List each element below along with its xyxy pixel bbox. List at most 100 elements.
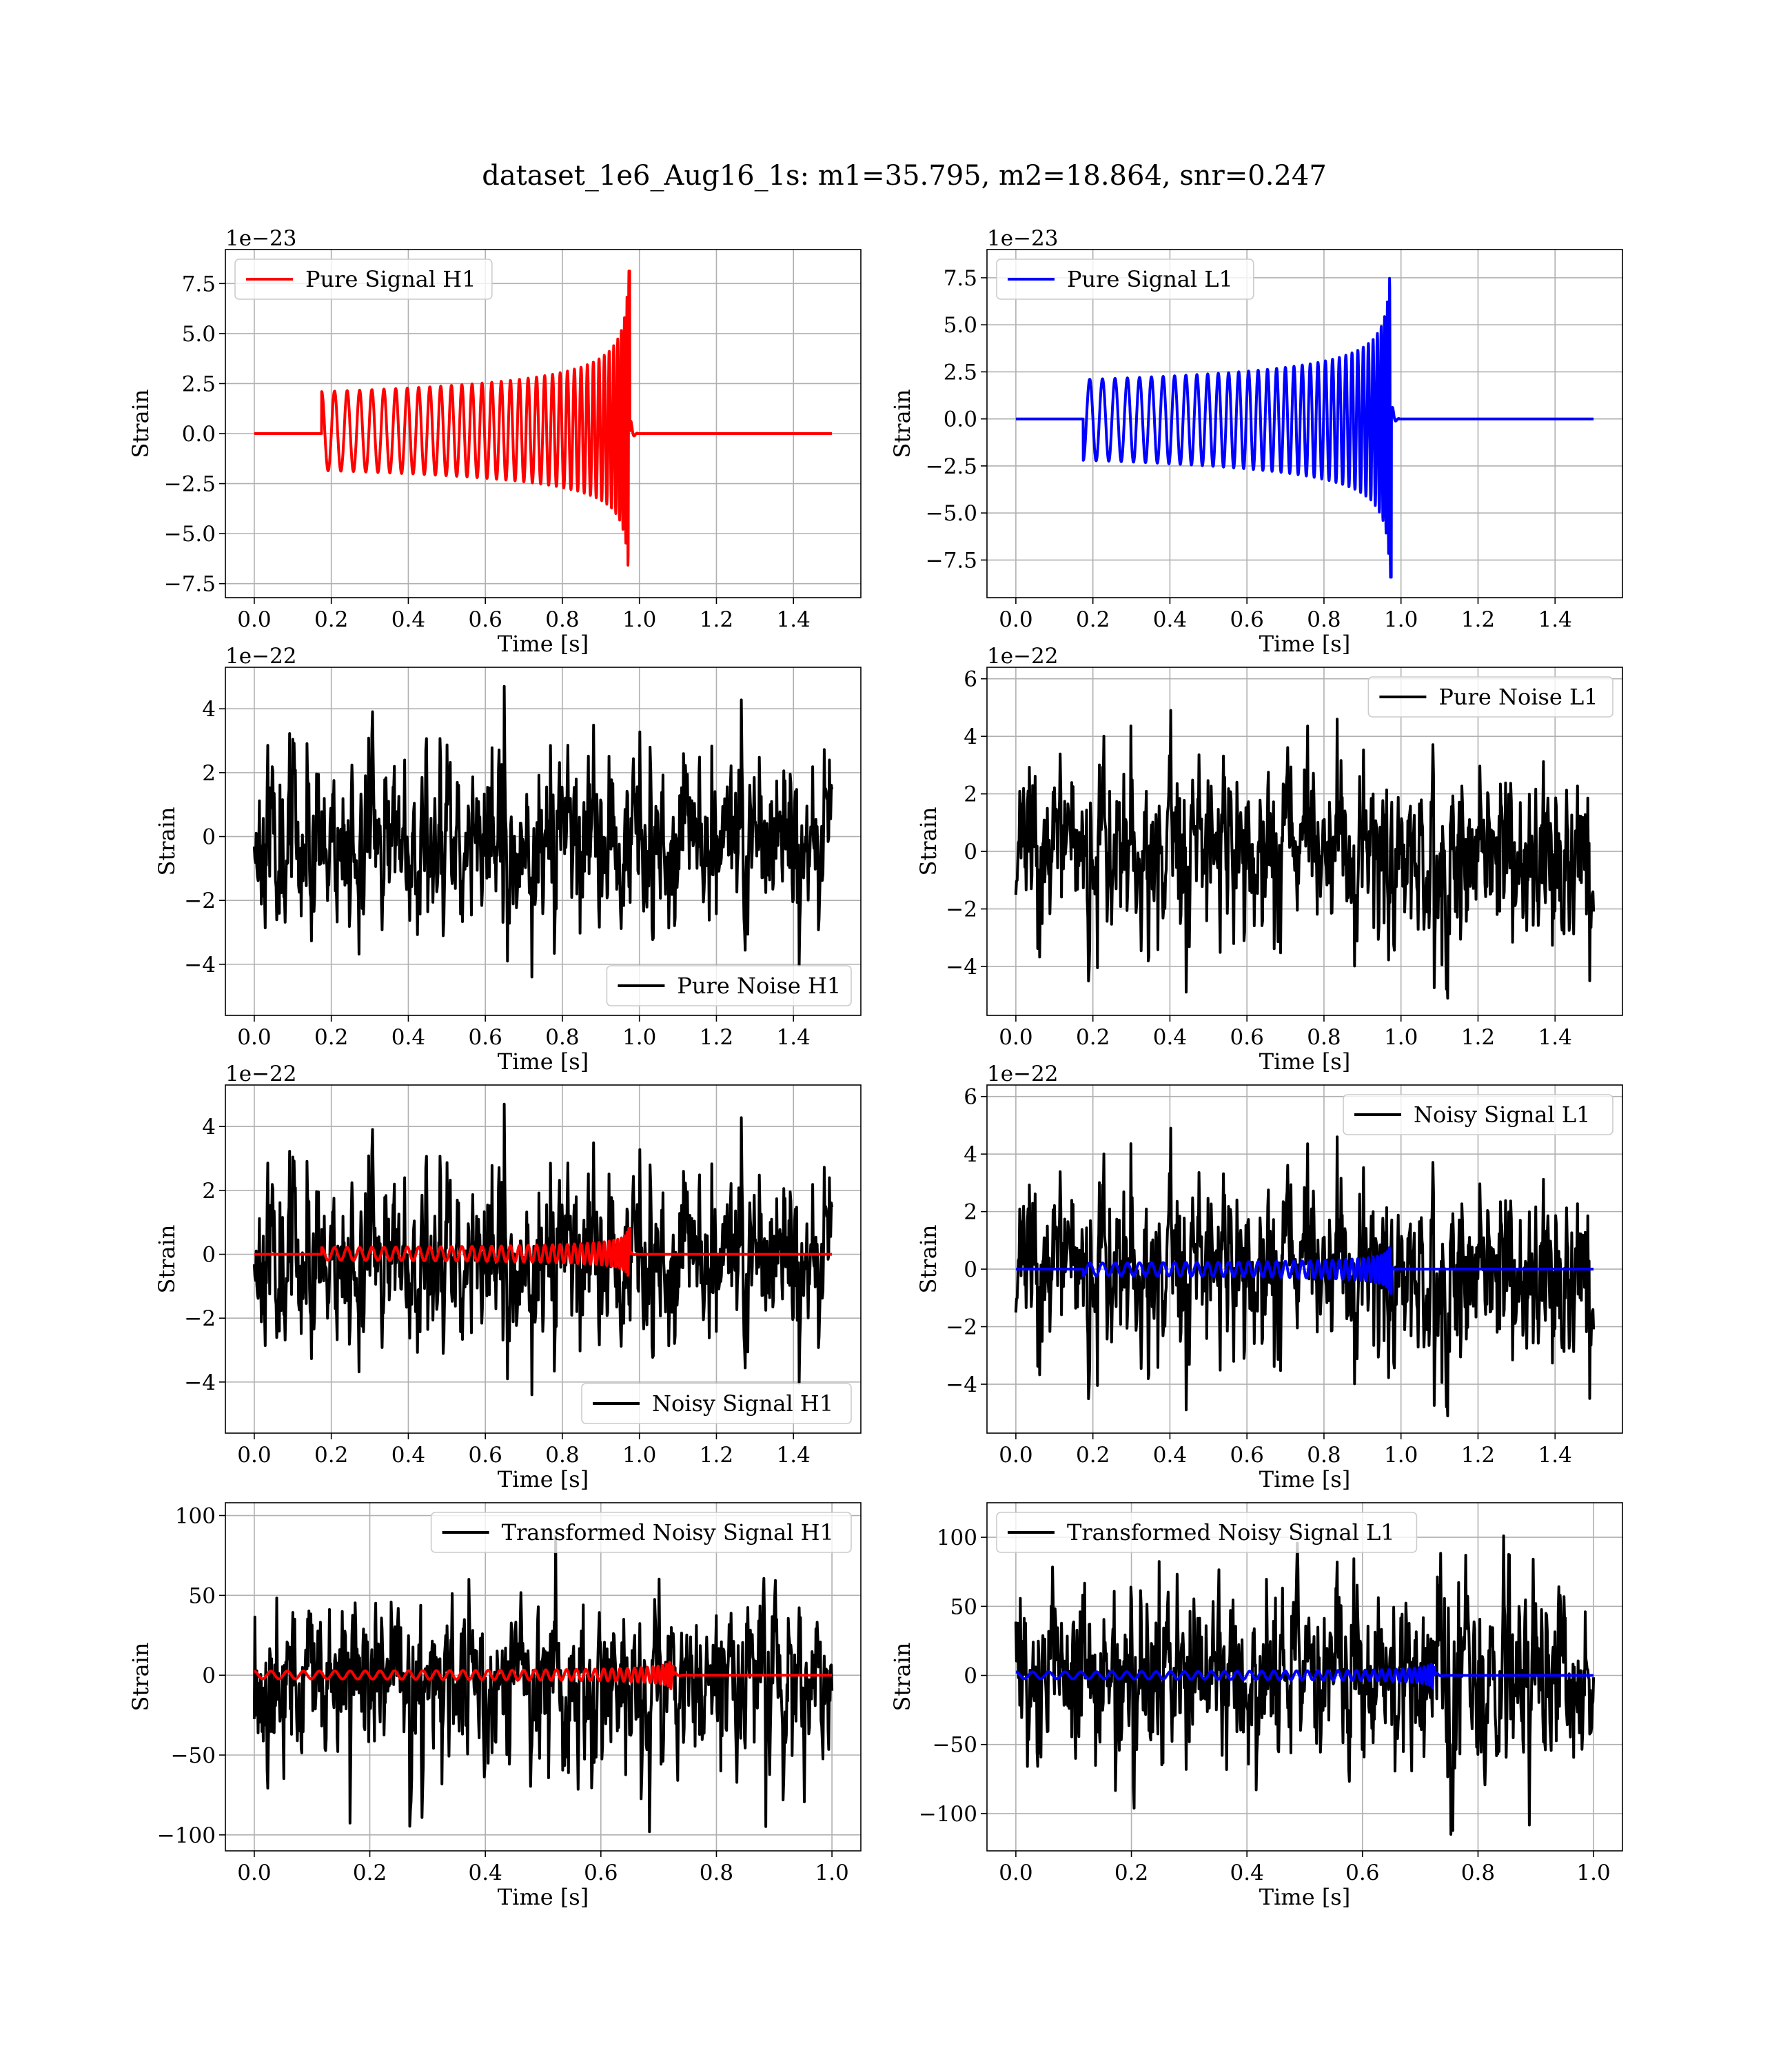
legend-box	[1343, 1094, 1613, 1135]
plot-area	[253, 270, 833, 567]
legend-box	[996, 258, 1254, 300]
series-noise-line	[1014, 1126, 1596, 1417]
axis-offset-text: 1e−23	[987, 226, 1059, 251]
y-tick-label: 2.5	[182, 372, 216, 396]
legend-label: Pure Signal L1	[1067, 266, 1233, 292]
subplot-transformed-noisy-signal-l1: 0.0 0.2 0.4 0.6 0.8 1.0 −100 −50 0 50 100 Time [s] S…	[889, 1502, 1623, 1910]
x-axis-label: Time [s]	[1259, 1884, 1350, 1910]
axes-frame	[986, 1084, 1623, 1434]
y-axis-label: Strain	[915, 807, 941, 876]
x-tick-label: 0.8	[1307, 1025, 1341, 1050]
y-tick-label: −4	[946, 1372, 977, 1397]
x-tick-label: 0.2	[353, 1861, 387, 1885]
y-tick-label: 7.5	[944, 266, 977, 291]
x-tick-label: 0.8	[1307, 1443, 1341, 1468]
legend: Noisy Signal H1	[581, 1383, 852, 1424]
x-axis-label: Time [s]	[498, 1884, 589, 1910]
x-tick-label: 0.0	[237, 1025, 271, 1050]
x-tick-label: 0.8	[545, 1025, 579, 1050]
y-tick-label: −100	[919, 1802, 977, 1827]
series-chirp-line	[253, 270, 833, 567]
x-tick-label: 1.0	[622, 1025, 656, 1050]
x-tick-label: 0.6	[469, 1025, 502, 1050]
y-tick-label: 2	[202, 761, 216, 786]
axis-offset-text: 1e−22	[987, 644, 1059, 669]
y-tick-label: 4	[202, 1115, 216, 1139]
x-tick-label: 0.4	[1153, 607, 1187, 632]
x-tick-label: 0.0	[999, 1443, 1032, 1468]
y-axis-label: Strain	[128, 1643, 154, 1712]
y-tick-label: −5.0	[164, 522, 216, 547]
x-tick-label: 0.0	[237, 607, 271, 632]
x-tick-label: 0.4	[391, 607, 425, 632]
x-tick-label: 0.4	[469, 1861, 502, 1885]
x-axis-label: Time [s]	[1259, 1466, 1350, 1492]
x-tick-label: 1.4	[1538, 607, 1572, 632]
x-tick-label: 1.2	[1461, 1443, 1495, 1468]
series-noise-line	[252, 1102, 834, 1397]
x-tick-label: 0.4	[391, 1025, 425, 1050]
x-tick-label: 1.2	[700, 607, 733, 632]
y-tick-label: 100	[175, 1504, 216, 1529]
legend-box	[996, 1512, 1418, 1553]
y-tick-label: 0	[964, 1663, 977, 1688]
x-tick-label: 1.0	[1384, 1443, 1418, 1468]
legend: Pure Noise H1	[606, 965, 852, 1006]
plot-area	[1015, 276, 1595, 579]
series-chirp-line	[253, 1226, 833, 1277]
y-tick-label: 0	[964, 1257, 977, 1282]
legend-label: Pure Noise L1	[1438, 684, 1598, 710]
y-tick-label: 4	[964, 724, 977, 749]
x-tick-label: 0.4	[391, 1443, 425, 1468]
y-axis-label: Strain	[128, 389, 154, 458]
figure-title: dataset_1e6_Aug16_1s: m1=35.795, m2=18.8…	[482, 160, 1327, 192]
y-tick-label: −7.5	[164, 572, 216, 597]
legend-box	[234, 258, 493, 300]
legend-box	[581, 1383, 852, 1424]
x-tick-label: 0.6	[1230, 1025, 1264, 1050]
y-tick-label: 4	[202, 697, 216, 722]
series-chirp-line	[253, 1661, 833, 1690]
x-tick-label: 1.0	[1384, 1025, 1418, 1050]
axis-offset-text: 1e−22	[987, 1062, 1059, 1086]
y-tick-label: −2.5	[926, 454, 977, 479]
x-tick-label: 1.0	[1384, 607, 1418, 632]
y-tick-label: 0.0	[944, 407, 977, 432]
x-tick-label: 0.6	[469, 607, 502, 632]
x-axis-label: Time [s]	[1259, 1048, 1350, 1075]
y-axis-label: Strain	[889, 1643, 915, 1712]
x-tick-label: 1.4	[777, 1443, 811, 1468]
plot-area	[1014, 1126, 1596, 1417]
x-tick-label: 0.2	[314, 1443, 348, 1468]
x-tick-label: 0.0	[999, 1861, 1032, 1885]
y-tick-label: 0	[202, 1243, 216, 1268]
x-tick-label: 0.6	[1230, 607, 1264, 632]
y-tick-label: −100	[157, 1823, 216, 1848]
series-chirp-line	[1015, 276, 1595, 579]
y-tick-label: 5.0	[182, 322, 216, 347]
legend-label: Pure Noise H1	[677, 973, 841, 999]
y-axis-label: Strain	[154, 1225, 180, 1294]
plot-area	[1014, 1534, 1596, 1836]
x-tick-label: 0.2	[314, 607, 348, 632]
axis-offset-text: 1e−22	[225, 1062, 297, 1086]
legend-label: Transformed Noisy Signal H1	[502, 1519, 834, 1545]
y-tick-label: 0	[202, 1663, 216, 1688]
x-tick-label: 0.8	[1461, 1861, 1495, 1885]
x-axis-label: Time [s]	[1259, 631, 1350, 657]
y-tick-label: 6	[964, 667, 977, 692]
y-tick-label: −2.5	[164, 472, 216, 497]
x-tick-label: 1.2	[1461, 1025, 1495, 1050]
x-tick-label: 0.0	[999, 1025, 1032, 1050]
x-tick-label: 0.6	[584, 1861, 618, 1885]
y-axis-label: Strain	[915, 1225, 941, 1294]
series-chirp-line	[1015, 1663, 1595, 1690]
x-tick-label: 0.8	[545, 1443, 579, 1468]
x-tick-label: 0.0	[999, 607, 1032, 632]
axis-offset-text: 1e−23	[225, 226, 297, 251]
y-tick-label: 6	[964, 1085, 977, 1110]
x-tick-label: 0.0	[237, 1443, 271, 1468]
x-tick-label: 1.2	[700, 1025, 733, 1050]
series-noise-line	[1014, 709, 1596, 1000]
y-tick-label: 2	[202, 1179, 216, 1204]
